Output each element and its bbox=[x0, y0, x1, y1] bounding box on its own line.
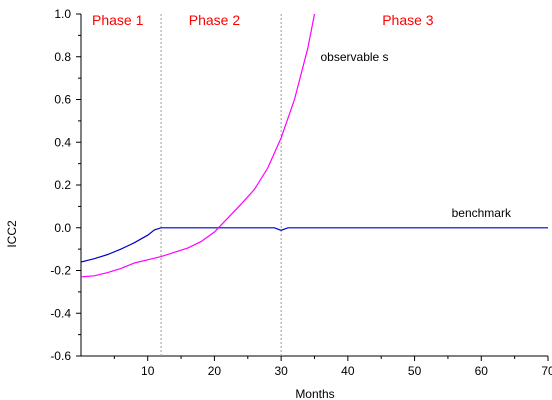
y-tick-label: -0.4 bbox=[50, 306, 71, 320]
y-tick-label: -0.2 bbox=[50, 264, 71, 278]
phase-label: Phase 2 bbox=[189, 12, 241, 28]
series-label: observable s bbox=[321, 50, 389, 64]
x-tick-label: 10 bbox=[141, 364, 155, 378]
y-tick-label: 1.0 bbox=[54, 7, 71, 21]
x-tick-label: 40 bbox=[341, 364, 355, 378]
y-axis-title: ICC2 bbox=[5, 220, 19, 248]
phase-label: Phase 1 bbox=[92, 12, 144, 28]
y-tick-label: 0.4 bbox=[54, 135, 71, 149]
y-tick-label: 0.6 bbox=[54, 93, 71, 107]
x-tick-label: 20 bbox=[208, 364, 222, 378]
y-tick-label: 0.2 bbox=[54, 178, 71, 192]
phase-label: Phase 3 bbox=[382, 12, 434, 28]
series-label: benchmark bbox=[452, 206, 512, 220]
x-tick-label: 30 bbox=[274, 364, 288, 378]
y-tick-label: 0.0 bbox=[54, 221, 71, 235]
series-line bbox=[81, 14, 316, 278]
series-line bbox=[81, 227, 548, 263]
y-tick-label: -0.6 bbox=[50, 349, 71, 363]
plot-area: -0.6 -0.4 -0.2 0.0 0.2 0.4 0.6 0.8 1.0 10 20 30 40 50… bbox=[50, 7, 552, 378]
x-axis-title: Months bbox=[295, 387, 334, 400]
x-tick-label: 50 bbox=[408, 364, 422, 378]
x-tick-label: 60 bbox=[475, 364, 489, 378]
y-tick-label: 0.8 bbox=[54, 50, 71, 64]
x-tick-label: 70 bbox=[541, 364, 552, 378]
